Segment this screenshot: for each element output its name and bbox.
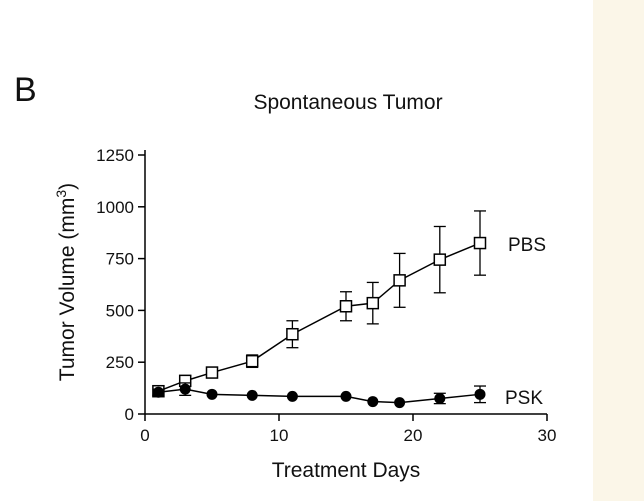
data-point (340, 390, 352, 402)
data-point (367, 396, 379, 408)
y-axis-label-sup: 3 (53, 190, 69, 198)
series-layer (152, 210, 487, 409)
x-tick-label: 30 (538, 426, 557, 445)
x-axis-label: Treatment Days (272, 459, 421, 482)
y-axis-label: Tumor Volume (mm3) (53, 183, 79, 381)
data-point (474, 388, 486, 400)
data-point (206, 388, 218, 400)
side-panel (593, 0, 644, 501)
y-tick-label: 250 (106, 353, 134, 372)
data-point (152, 386, 164, 398)
data-point (205, 366, 219, 379)
data-point (245, 354, 259, 368)
data-point (179, 383, 191, 395)
y-tick-label: 500 (106, 301, 134, 320)
data-point (434, 392, 446, 404)
x-tick-label: 0 (140, 426, 149, 445)
data-point (433, 253, 447, 266)
series-pbs (152, 210, 487, 398)
data-point (366, 296, 380, 310)
chart-title: Spontaneous Tumor (253, 91, 442, 114)
data-point (393, 274, 406, 287)
series-label-psk: PSK (505, 388, 543, 409)
series-line-psk (158, 388, 481, 404)
data-point (473, 236, 487, 250)
y-tick-label: 0 (125, 405, 134, 424)
axes (144, 150, 547, 415)
x-tick-label: 20 (404, 426, 423, 445)
y-tick-label: 750 (106, 250, 134, 269)
series-psk (152, 382, 486, 409)
series-label-pbs: PBS (508, 235, 546, 256)
y-axis-label-main: Tumor Volume (mm (56, 198, 79, 382)
data-point (394, 397, 406, 409)
data-point (286, 390, 298, 402)
data-point (339, 300, 353, 313)
data-point (286, 327, 299, 341)
y-tick-label: 1000 (96, 198, 134, 217)
series-line-pbs (158, 242, 481, 392)
panel-label: B (14, 71, 37, 109)
y-axis-label-close: ) (56, 183, 79, 190)
y-tick-label: 1250 (96, 146, 134, 165)
ticks: 0 10 20 30 0 250 500 750 1000 1250 (96, 146, 556, 445)
data-point (246, 389, 258, 401)
x-tick-label: 10 (270, 426, 289, 445)
